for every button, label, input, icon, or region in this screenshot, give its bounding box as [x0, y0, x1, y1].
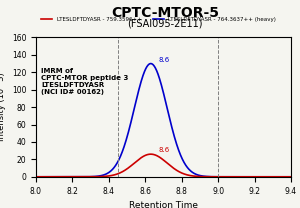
LTESLDFTDYASR - 759.3596++	[233, 176, 237, 178]
LTESLDFTDYASR - 764.3637++ (heavy)	[60, 176, 64, 178]
Legend: LTESLDFTDYASR - 759.3596++, LTESLDFTDYASR - 764.3637++ (heavy): LTESLDFTDYASR - 759.3596++, LTESLDFTDYAS…	[39, 15, 278, 25]
Line: LTESLDFTDYASR - 764.3637++ (heavy): LTESLDFTDYASR - 764.3637++ (heavy)	[36, 64, 291, 177]
LTESLDFTDYASR - 764.3637++ (heavy)	[146, 64, 150, 66]
Line: LTESLDFTDYASR - 759.3596++: LTESLDFTDYASR - 759.3596++	[36, 154, 291, 177]
LTESLDFTDYASR - 764.3637++ (heavy)	[210, 175, 213, 178]
LTESLDFTDYASR - 759.3596++	[149, 153, 153, 155]
LTESLDFTDYASR - 759.3596++	[137, 158, 141, 160]
LTESLDFTDYASR - 759.3596++	[289, 176, 293, 178]
Text: 8.6: 8.6	[158, 147, 169, 154]
LTESLDFTDYASR - 759.3596++	[146, 153, 150, 156]
LTESLDFTDYASR - 759.3596++	[34, 176, 38, 178]
LTESLDFTDYASR - 764.3637++ (heavy)	[149, 62, 153, 65]
LTESLDFTDYASR - 759.3596++	[210, 176, 213, 178]
LTESLDFTDYASR - 764.3637++ (heavy)	[233, 176, 237, 178]
LTESLDFTDYASR - 764.3637++ (heavy)	[238, 176, 242, 178]
Text: (FSAI095-2E11): (FSAI095-2E11)	[127, 19, 203, 29]
LTESLDFTDYASR - 764.3637++ (heavy)	[137, 88, 141, 90]
Text: 8.6: 8.6	[158, 57, 169, 63]
LTESLDFTDYASR - 764.3637++ (heavy)	[34, 176, 38, 178]
LTESLDFTDYASR - 759.3596++	[238, 176, 242, 178]
X-axis label: Retention Time: Retention Time	[129, 201, 198, 208]
Text: CPTC-MTOR-5: CPTC-MTOR-5	[111, 6, 219, 20]
LTESLDFTDYASR - 759.3596++	[60, 176, 64, 178]
Y-axis label: Intensity (10^3): Intensity (10^3)	[0, 73, 6, 141]
Text: IMRM of
CPTC-MTOR peptide 3
LTESLDFTDYASR
(NCI ID# 00162): IMRM of CPTC-MTOR peptide 3 LTESLDFTDYAS…	[41, 68, 128, 95]
LTESLDFTDYASR - 764.3637++ (heavy)	[289, 176, 293, 178]
